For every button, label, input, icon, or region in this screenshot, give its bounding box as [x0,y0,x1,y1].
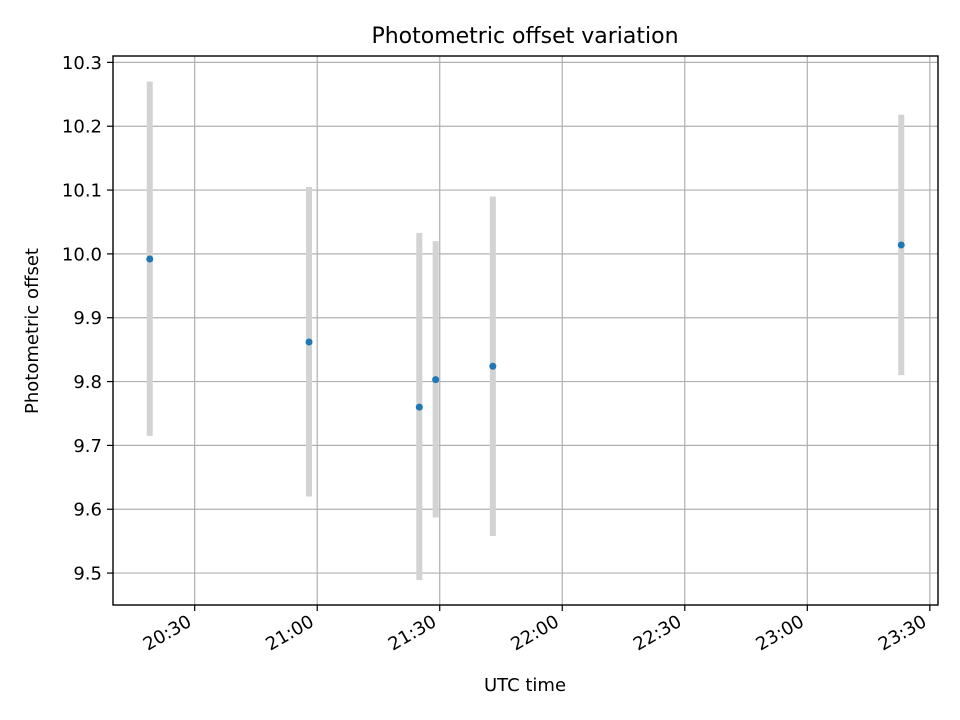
data-point [897,241,905,249]
data-points [146,241,905,411]
data-point [489,362,497,370]
error-bars [146,81,905,581]
data-point [146,255,154,263]
y-tick-label: 9.5 [73,564,102,585]
x-tick-label: 21:30 [385,611,440,655]
y-tick-label: 9.6 [73,500,102,521]
data-point [415,403,423,411]
x-tick-label: 22:00 [507,611,562,655]
plot-frame [112,55,939,606]
chart-title: Photometric offset variation [371,24,678,49]
y-tick-label: 9.9 [73,308,102,329]
x-tick-label: 23:30 [875,611,930,655]
x-tick-label: 21:00 [262,611,317,655]
x-tick-label: 20:30 [140,611,195,655]
y-tick-label: 9.8 [73,372,102,393]
data-point [432,376,440,384]
y-tick-label: 10.0 [62,244,102,265]
y-axis-label: Photometric offset [22,248,43,414]
data-point [305,338,313,346]
grid [113,56,938,605]
y-axis-ticks: 9.5 9.6 9.7 9.8 9.9 10.0 10.1 10.2 10.3 [62,53,113,585]
y-tick-label: 9.7 [73,436,102,457]
y-tick-label: 10.2 [62,117,102,138]
y-tick-label: 10.3 [62,53,102,74]
y-tick-label: 10.1 [62,181,102,202]
x-axis-label: UTC time [484,675,566,696]
x-tick-label: 23:00 [752,611,807,655]
x-axis-ticks: 20:30 21:00 21:30 22:00 22:30 23:00 23:30 [140,605,931,655]
x-tick-label: 22:30 [630,611,685,655]
